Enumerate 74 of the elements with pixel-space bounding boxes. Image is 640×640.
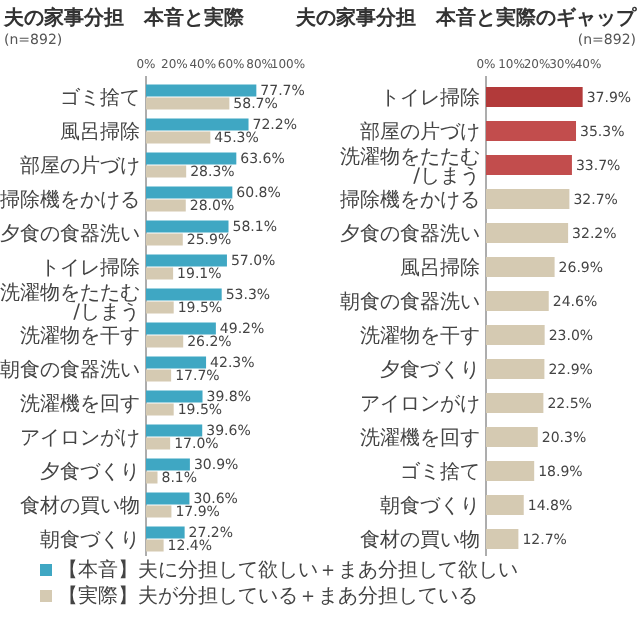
y-tick-label: トイレ掃除	[380, 86, 480, 110]
bar	[146, 369, 172, 382]
bar	[146, 356, 207, 369]
bar	[486, 393, 544, 413]
bar	[146, 288, 222, 301]
y-tick-label: 朝食の食器洗い	[340, 290, 480, 314]
bar	[146, 97, 230, 110]
bar	[486, 87, 583, 107]
bar	[146, 403, 174, 416]
y-tick-label: 洗濯機を回す	[360, 426, 480, 450]
y-tick-label: アイロンがけ	[20, 428, 140, 450]
bar	[146, 118, 249, 131]
y-tick-label: 部屋の片づけ	[20, 154, 140, 178]
y-tick-label: アイロンがけ	[360, 394, 480, 416]
bar	[146, 505, 172, 518]
y-tick-label: 掃除機をかける	[340, 188, 480, 212]
bar	[486, 121, 577, 141]
y-tick-label: 洗濯物を干す	[20, 324, 140, 348]
y-tick-label: 夕食の食器洗い	[340, 222, 480, 246]
bar	[146, 390, 203, 403]
y-tick-label: 洗濯物を干す	[360, 324, 480, 348]
legend-label: 【実際】夫が分担している＋まあ分担している	[58, 584, 478, 608]
bar	[486, 291, 549, 311]
bar	[146, 131, 211, 144]
bar	[146, 458, 190, 471]
y-tick-label: 食材の買い物	[360, 528, 480, 552]
bar	[486, 359, 545, 379]
bar	[146, 220, 229, 233]
bar	[146, 526, 185, 539]
bar	[146, 539, 164, 552]
y-tick-label: 朝食づくり	[40, 528, 140, 552]
y-tick-label: 風呂掃除	[400, 256, 480, 280]
chart-title: 夫の家事分担 本音と実際	[2, 6, 246, 30]
y-tick-label: 食材の買い物	[20, 494, 140, 518]
bar	[486, 223, 569, 243]
bar	[146, 233, 183, 246]
bar	[146, 437, 171, 450]
y-tick-label: 洗濯物をたたむ/しまう	[0, 280, 140, 324]
bar	[146, 84, 257, 97]
bar	[486, 189, 570, 209]
bar	[146, 267, 174, 280]
y-tick-label: 夕食づくり	[40, 460, 140, 484]
bar	[146, 322, 216, 335]
bar	[486, 427, 538, 447]
y-tick-label: 部屋の片づけ	[360, 120, 480, 144]
y-tick-label: 風呂掃除	[60, 120, 140, 144]
bar	[146, 199, 186, 212]
bar	[146, 186, 233, 199]
bar	[146, 492, 190, 505]
y-tick-label: 朝食の食器洗い	[0, 358, 140, 382]
bar	[486, 495, 524, 515]
bar	[486, 325, 545, 345]
bar	[146, 471, 158, 484]
y-tick-label: ゴミ捨て	[400, 460, 480, 484]
bar	[146, 424, 203, 437]
y-tick-label: 夕食の食器洗い	[0, 222, 140, 246]
y-tick-label: ゴミ捨て	[60, 86, 140, 110]
bar	[486, 155, 572, 175]
y-tick-label: 洗濯物をたたむ/しまう	[340, 144, 480, 188]
bar	[486, 461, 535, 481]
bar	[486, 529, 519, 549]
bar	[146, 301, 174, 314]
y-tick-label: 洗濯機を回す	[20, 392, 140, 416]
bar	[146, 254, 227, 267]
y-tick-label: トイレ掃除	[40, 256, 140, 280]
chart-title: 夫の家事分担 本音と実際のギャップ	[294, 6, 638, 30]
bar	[146, 335, 184, 348]
y-tick-label: 掃除機をかける	[0, 188, 140, 212]
legend-label: 【本音】夫に分担して欲しい＋まあ分担して欲しい	[58, 558, 518, 582]
bar	[486, 257, 555, 277]
y-tick-label: 朝食づくり	[380, 494, 480, 518]
bar	[146, 152, 237, 165]
bar	[146, 165, 187, 178]
y-tick-label: 夕食づくり	[380, 358, 480, 382]
